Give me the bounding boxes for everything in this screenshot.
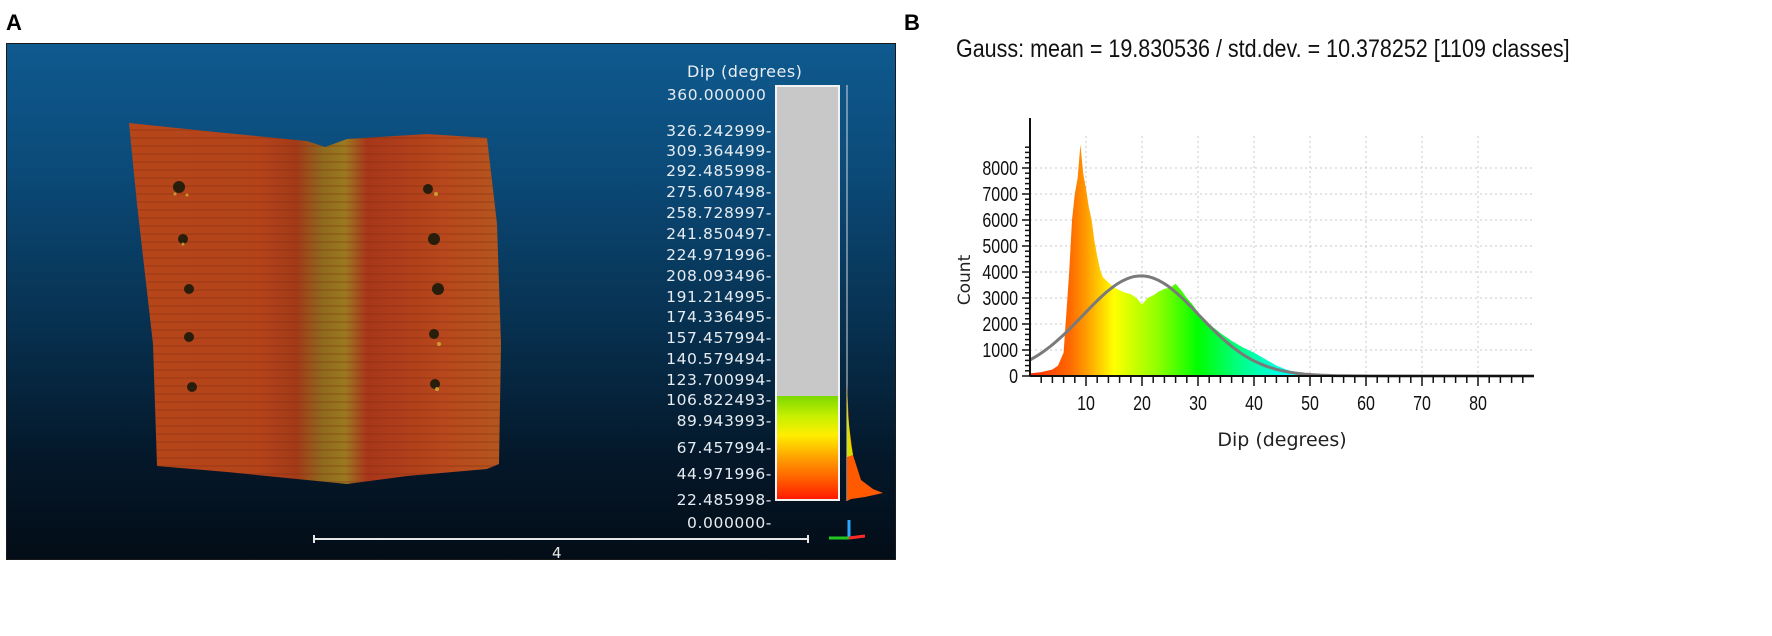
colorbar-tick-label: 191.214995- — [666, 288, 772, 306]
y-axis-label: Count — [955, 254, 975, 305]
y-tick-label: 0 — [1009, 365, 1018, 387]
colorbar-tick-label: 157.457994- — [666, 329, 772, 347]
y-tick-label: 2000 — [982, 313, 1018, 335]
colorbar — [775, 85, 840, 501]
colorbar-tick-label: 224.971996- — [666, 246, 772, 264]
x-tick-label: 70 — [1413, 392, 1431, 414]
colorbar-tick-label: 44.971996- — [676, 465, 772, 483]
x-tick-label: 60 — [1357, 392, 1375, 414]
colorbar-tick-label: 275.607498- — [666, 183, 772, 201]
colorbar-tick-label: 292.485998- — [666, 162, 772, 180]
x-tick-label: 30 — [1189, 392, 1207, 414]
axis-orientation-icon — [829, 520, 866, 540]
histogram-bars — [1030, 144, 1534, 376]
y-tick-label: 5000 — [982, 235, 1018, 257]
chart-title: Gauss: mean = 19.830536 / std.dev. = 10.… — [956, 35, 1570, 63]
point-cloud-viewer[interactable]: Dip (degrees) 360.000000 326.242999- 309.… — [6, 43, 896, 560]
y-tick-label: 4000 — [982, 261, 1018, 283]
y-tick-label: 6000 — [982, 209, 1018, 231]
colorbar-tick-label: 106.822493- — [666, 391, 772, 409]
dip-histogram-chart: 0 1000 2000 3000 4000 5000 6000 7000 8000 10 20 30 4… — [955, 118, 1534, 451]
x-tick-label: 50 — [1301, 392, 1319, 414]
panel-label-b: B — [904, 10, 920, 35]
colorbar-active-range — [777, 396, 838, 499]
x-tick-label: 80 — [1469, 392, 1487, 414]
colorbar-title: Dip (degrees) — [687, 62, 803, 81]
y-tick-label: 8000 — [982, 157, 1018, 179]
colorbar-tick-label: 241.850497- — [666, 225, 772, 243]
colorbar-tick-label: 123.700994- — [666, 371, 772, 389]
colorbar-tick-label: 309.364499- — [666, 142, 772, 160]
colorbar-tick-label: 326.242999- — [666, 122, 772, 140]
colorbar-tick-label: 258.728997- — [666, 204, 772, 222]
dip-colored-surface — [129, 123, 501, 484]
colorbar-tick-label: 67.457994- — [676, 439, 772, 457]
colorbar-tick-label: 174.336495- — [666, 308, 772, 326]
x-tick-label: 10 — [1077, 392, 1095, 414]
colorbar-tick-label: 140.579494- — [666, 350, 772, 368]
colorbar-histogram — [846, 85, 883, 501]
scale-bar — [313, 535, 809, 543]
colorbar-tick-label: 208.093496- — [666, 267, 772, 285]
colorbar-tick-label: 360.000000 — [666, 86, 772, 104]
x-axis-label: Dip (degrees) — [1217, 429, 1346, 451]
y-tick-label: 1000 — [982, 339, 1018, 361]
colorbar-tick-label: 0.000000- — [687, 514, 772, 532]
y-tick-label: 7000 — [982, 183, 1018, 205]
panel-label-a: A — [6, 10, 22, 35]
scale-bar-label: 4 — [552, 544, 562, 560]
colorbar-labels: 360.000000 326.242999- 309.364499- 292.485… — [567, 44, 772, 559]
y-tick-label: 3000 — [982, 287, 1018, 309]
colorbar-tick-label: 22.485998- — [676, 491, 772, 509]
x-tick-label: 20 — [1133, 392, 1151, 414]
colorbar-tick-label: 89.943993- — [676, 412, 772, 430]
chart-axes: 0 1000 2000 3000 4000 5000 6000 7000 8000 10 20 30 4… — [982, 118, 1534, 414]
x-tick-label: 40 — [1245, 392, 1263, 414]
